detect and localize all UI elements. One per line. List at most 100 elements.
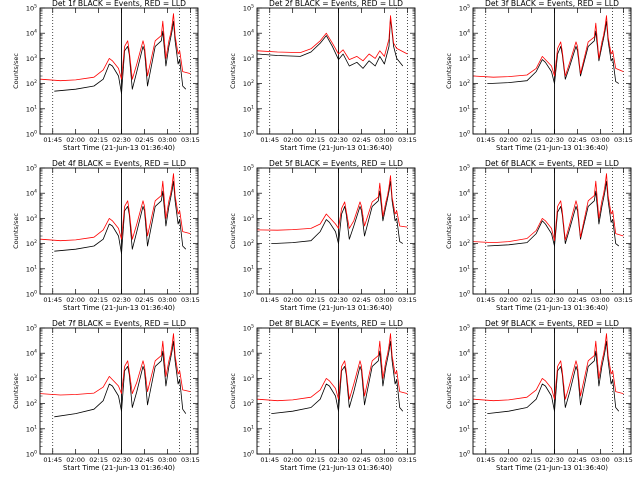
y-tick-label: 102 xyxy=(243,79,254,88)
x-tick-label: 02:15 xyxy=(306,296,325,304)
plot-frame xyxy=(39,167,199,295)
panel-title: Det 8f BLACK = Events, RED = LLD xyxy=(269,319,403,328)
x-tick-label: 01:45 xyxy=(43,296,62,304)
x-tick-label: 03:00 xyxy=(375,296,394,304)
plot-frame xyxy=(472,7,632,135)
plot-frame xyxy=(256,7,416,135)
detector-panel-4: Det 4f BLACK = Events, RED = LLD 100 101 10… xyxy=(12,159,200,312)
y-axis-label: Counts/sec xyxy=(445,373,453,409)
y-tick-label: 102 xyxy=(26,239,37,248)
y-tick-label: 100 xyxy=(243,450,254,459)
detector-panel-8: Det 8f BLACK = Events, RED = LLD 100 101 10… xyxy=(229,319,417,472)
panel-title: Det 7f BLACK = Events, RED = LLD xyxy=(52,319,186,328)
y-axis-label: Counts/sec xyxy=(229,53,237,89)
x-tick-label: 02:00 xyxy=(66,296,85,304)
y-tick-label: 104 xyxy=(243,29,254,38)
detector-panel-6: Det 6f BLACK = Events, RED = LLD 100 101 10… xyxy=(445,159,633,312)
y-tick-label: 102 xyxy=(243,399,254,408)
lld-series-line xyxy=(257,175,408,231)
x-tick-label: 03:15 xyxy=(398,296,417,304)
y-tick-label: 104 xyxy=(459,189,470,198)
x-axis-label: Start Time (21-Jun-13 01:36:40) xyxy=(280,464,392,472)
detector-panel-3: Det 3f BLACK = Events, RED = LLD 100 101 10… xyxy=(445,0,633,152)
y-tick-label: 100 xyxy=(459,130,470,139)
y-axis-label: Counts/sec xyxy=(229,213,237,249)
x-tick-label: 02:30 xyxy=(545,296,564,304)
x-tick-label: 03:00 xyxy=(158,456,177,464)
y-tick-label: 100 xyxy=(459,450,470,459)
x-tick-label: 03:00 xyxy=(375,456,394,464)
x-tick-label: 03:15 xyxy=(181,136,200,144)
events-series-line xyxy=(257,17,404,69)
x-tick-label: 01:45 xyxy=(476,136,495,144)
y-tick-label: 103 xyxy=(26,54,37,63)
y-axis-label: Counts/sec xyxy=(445,213,453,249)
x-axis-label: Start Time (21-Jun-13 01:36:40) xyxy=(63,144,175,152)
y-tick-label: 101 xyxy=(26,424,37,433)
lld-series-line xyxy=(257,333,408,402)
panel-title: Det 4f BLACK = Events, RED = LLD xyxy=(52,159,186,168)
x-tick-label: 03:00 xyxy=(591,136,610,144)
x-tick-label: 02:00 xyxy=(499,136,518,144)
detector-panel-1: Det 1f BLACK = Events, RED = LLD 100 101 10… xyxy=(12,0,200,152)
x-tick-label: 02:15 xyxy=(306,136,325,144)
x-axis-label: Start Time (21-Jun-13 01:36:40) xyxy=(63,304,175,312)
y-tick-label: 102 xyxy=(26,79,37,88)
lld-series-line xyxy=(257,15,408,62)
x-tick-label: 03:15 xyxy=(181,296,200,304)
x-tick-label: 03:15 xyxy=(614,456,633,464)
events-series-line xyxy=(487,340,620,414)
y-axis-label: Counts/sec xyxy=(229,373,237,409)
y-tick-label: 103 xyxy=(26,214,37,223)
x-tick-label: 01:45 xyxy=(260,296,279,304)
x-tick-label: 02:30 xyxy=(329,136,348,144)
plot-frame xyxy=(256,327,416,455)
x-tick-label: 01:45 xyxy=(476,456,495,464)
x-tick-label: 02:30 xyxy=(112,136,131,144)
y-tick-label: 101 xyxy=(26,264,37,273)
x-tick-label: 01:45 xyxy=(260,136,279,144)
x-tick-label: 01:45 xyxy=(43,136,62,144)
x-tick-label: 02:00 xyxy=(283,136,302,144)
events-series-line xyxy=(271,180,404,245)
y-tick-label: 105 xyxy=(26,4,37,13)
y-tick-label: 104 xyxy=(243,189,254,198)
x-axis-label: Start Time (21-Jun-13 01:36:40) xyxy=(496,464,608,472)
y-tick-label: 103 xyxy=(459,54,470,63)
y-tick-label: 103 xyxy=(459,214,470,223)
x-axis-label: Start Time (21-Jun-13 01:36:40) xyxy=(496,144,608,152)
y-tick-label: 105 xyxy=(459,4,470,13)
x-tick-label: 02:30 xyxy=(545,136,564,144)
y-tick-label: 103 xyxy=(459,374,470,383)
x-tick-label: 02:15 xyxy=(306,456,325,464)
x-tick-label: 03:15 xyxy=(614,136,633,144)
y-tick-label: 100 xyxy=(26,450,37,459)
y-tick-label: 100 xyxy=(26,290,37,299)
x-tick-label: 01:45 xyxy=(476,296,495,304)
y-tick-label: 104 xyxy=(26,189,37,198)
events-series-line xyxy=(54,20,187,94)
x-tick-label: 02:00 xyxy=(283,296,302,304)
y-tick-label: 104 xyxy=(26,29,37,38)
x-tick-label: 02:15 xyxy=(89,456,108,464)
x-tick-label: 02:45 xyxy=(352,136,371,144)
x-tick-label: 02:45 xyxy=(352,296,371,304)
x-tick-label: 02:45 xyxy=(135,456,154,464)
x-axis-label: Start Time (21-Jun-13 01:36:40) xyxy=(63,464,175,472)
x-tick-label: 02:00 xyxy=(499,296,518,304)
lld-series-line xyxy=(40,173,191,242)
x-tick-label: 03:15 xyxy=(398,456,417,464)
plot-frame xyxy=(472,167,632,295)
y-tick-label: 100 xyxy=(26,130,37,139)
panel-title: Det 1f BLACK = Events, RED = LLD xyxy=(52,0,186,8)
y-tick-label: 105 xyxy=(459,324,470,333)
x-tick-label: 02:30 xyxy=(112,296,131,304)
plot-frame xyxy=(39,327,199,455)
x-tick-label: 02:15 xyxy=(522,136,541,144)
panel-title: Det 9f BLACK = Events, RED = LLD xyxy=(485,319,619,328)
x-tick-label: 02:00 xyxy=(499,456,518,464)
x-tick-label: 02:45 xyxy=(135,296,154,304)
y-tick-label: 101 xyxy=(243,424,254,433)
lld-series-line xyxy=(40,333,191,396)
